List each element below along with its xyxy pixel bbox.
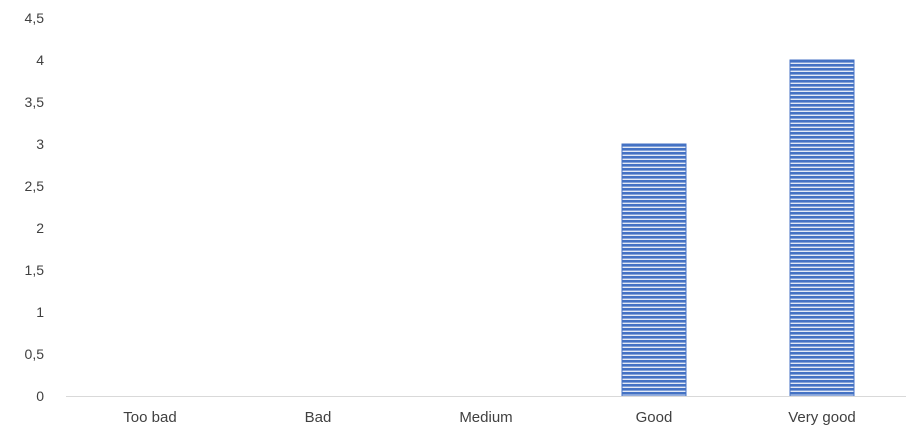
bar-very-good <box>789 59 855 397</box>
y-tick-label: 4 <box>36 52 44 68</box>
y-tick-label: 2 <box>36 220 44 236</box>
x-category-label: Bad <box>305 409 332 426</box>
y-tick-label: 0 <box>36 388 44 404</box>
y-tick-label: 2,5 <box>25 178 45 194</box>
bar-good <box>621 143 687 397</box>
y-tick-label: 3,5 <box>25 94 45 110</box>
y-tick-label: 3 <box>36 136 44 152</box>
x-category-label: Good <box>636 409 673 426</box>
y-tick-label: 1,5 <box>25 262 45 278</box>
x-category-label: Too bad <box>123 409 176 426</box>
y-tick-label: 1 <box>36 304 44 320</box>
x-category-label: Very good <box>788 409 856 426</box>
x-category-label: Medium <box>459 409 512 426</box>
y-tick-label: 4,5 <box>25 10 45 26</box>
y-tick-label: 0,5 <box>25 346 45 362</box>
bars-group <box>621 59 855 397</box>
x-axis-category-labels: Too bad Bad Medium Good Very good <box>123 409 855 426</box>
y-axis-tick-labels: 0 0,5 1 1,5 2 2,5 3 3,5 4 4,5 <box>25 10 45 404</box>
